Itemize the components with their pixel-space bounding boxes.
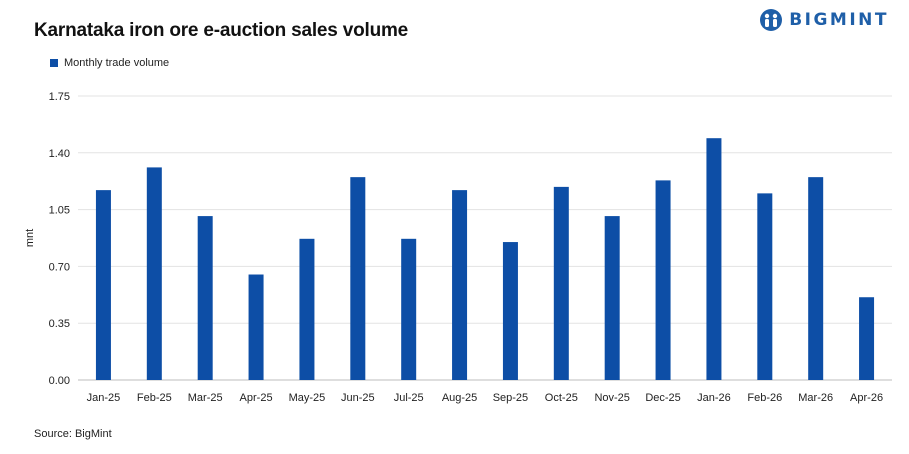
x-tick-label: Feb-25: [137, 392, 172, 404]
bar: [655, 180, 671, 380]
x-tick-label: Oct-25: [545, 392, 578, 404]
x-tick-label: Feb-26: [747, 392, 782, 404]
y-tick-label: 0.70: [49, 261, 70, 273]
y-tick-label: 1.05: [49, 205, 70, 217]
bar: [146, 167, 162, 380]
x-tick-label: May-25: [289, 392, 326, 404]
y-axis-label: mnt: [24, 229, 36, 247]
bar: [604, 216, 620, 380]
x-tick-label: Jan-26: [697, 392, 731, 404]
y-tick-label: 1.75: [49, 91, 70, 103]
bar: [502, 242, 518, 380]
globe-people-icon: [760, 9, 783, 31]
x-tick-label: Mar-25: [188, 392, 223, 404]
x-tick-label: Jun-25: [341, 392, 375, 404]
x-tick-label: Aug-25: [442, 392, 477, 404]
grid-lines: [78, 95, 892, 381]
y-tick-label: 0.00: [49, 375, 70, 387]
y-tick-labels: 0.00 0.35 0.70 1.05 1.40 1.75: [49, 91, 70, 387]
y-tick-label: 1.40: [49, 148, 70, 160]
x-tick-label: Jan-25: [87, 392, 121, 404]
x-tick-labels: Jan-25 Feb-25 Mar-25 Apr-25 May-25 Jun-25 Jul-…: [87, 392, 883, 404]
bar: [706, 138, 722, 380]
x-tick-label: Sep-25: [493, 392, 528, 404]
bar: [808, 177, 824, 380]
bars: [95, 138, 875, 380]
legend-swatch: [50, 59, 58, 67]
bar: [248, 274, 264, 380]
bar: [401, 238, 417, 380]
y-tick-label: 0.35: [49, 318, 70, 330]
bar: [299, 238, 315, 380]
brand-name: BIGMINT: [789, 10, 889, 30]
bar: [452, 190, 468, 380]
legend-label: Monthly trade volume: [64, 57, 170, 69]
x-tick-label: Apr-26: [850, 392, 883, 404]
bar: [757, 193, 773, 380]
chart-title: Karnataka iron ore e-auction sales volum…: [34, 20, 409, 41]
x-tick-label: Nov-25: [594, 392, 629, 404]
brand-logo: BIGMINT: [759, 8, 889, 32]
x-tick-label: Mar-26: [798, 392, 833, 404]
x-tick-label: Jul-25: [394, 392, 424, 404]
bar: [859, 297, 875, 380]
bar: [197, 216, 213, 380]
x-tick-label: Apr-25: [240, 392, 273, 404]
x-tick-label: Dec-25: [645, 392, 680, 404]
bar: [95, 190, 111, 380]
bar: [350, 177, 366, 380]
chart-legend: Monthly trade volume: [50, 57, 169, 69]
bar: [553, 186, 569, 380]
source-note: Source: BigMint: [34, 428, 112, 440]
